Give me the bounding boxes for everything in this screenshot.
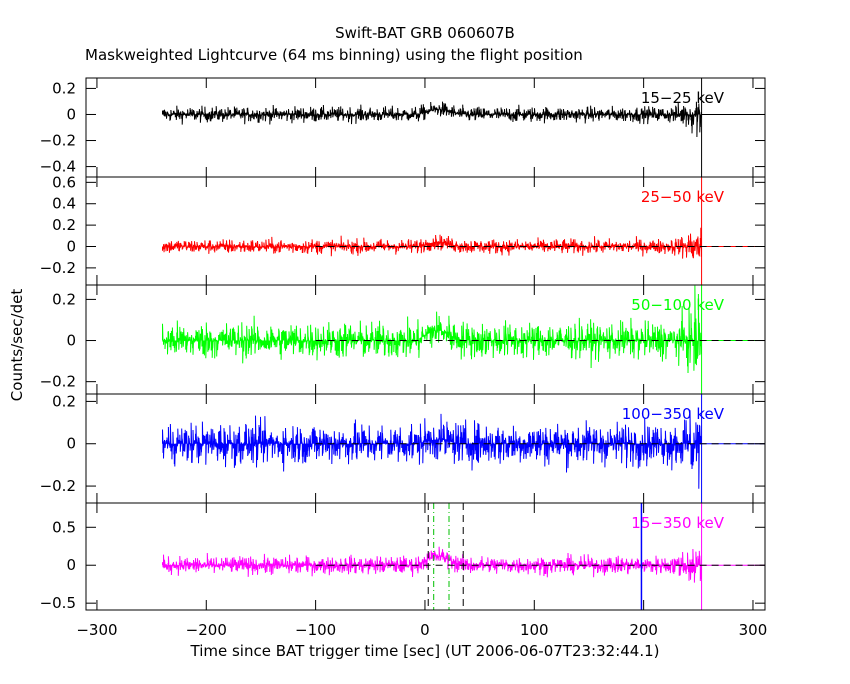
y-tick-label: 0.5 [52, 518, 76, 536]
y-tick-label: 0 [66, 332, 76, 350]
x-tick-label: 0 [420, 621, 430, 639]
y-tick-label: 0 [66, 435, 76, 453]
y-tick-label: −0.2 [40, 259, 76, 277]
x-axis-label: Time since BAT trigger time [sec] (UT 20… [190, 642, 660, 660]
y-tick-label: −0.4 [40, 158, 76, 176]
y-tick-label: 0.4 [52, 195, 76, 213]
y-tick-label: 0.2 [52, 216, 76, 234]
chart-title: Swift-BAT GRB 060607B [335, 24, 515, 42]
series-label: 15−25 keV [641, 89, 725, 107]
y-axis-label: Counts/sec/det [8, 289, 26, 402]
y-tick-label: −0.2 [40, 132, 76, 150]
y-tick-label: 0.6 [52, 173, 76, 191]
x-tick-label: −300 [76, 621, 117, 639]
series-trace-1 [162, 227, 765, 259]
y-tick-label: 0 [66, 105, 76, 123]
y-tick-label: 0.2 [52, 392, 76, 410]
series-label: 15−350 keV [631, 514, 724, 532]
panel-frame-4 [85, 502, 766, 611]
series-trace-4 [162, 546, 765, 583]
chart-subtitle: Maskweighted Lightcurve (64 ms binning) … [85, 46, 583, 64]
x-tick-label: 200 [629, 621, 658, 639]
series-label: 25−50 keV [641, 188, 725, 206]
y-tick-label: 0 [66, 556, 76, 574]
x-tick-label: −100 [295, 621, 336, 639]
y-tick-label: 0.2 [52, 79, 76, 97]
y-tick-label: −0.2 [40, 373, 76, 391]
y-tick-label: 0 [66, 238, 76, 256]
x-tick-label: 100 [520, 621, 549, 639]
x-tick-label: 300 [739, 621, 768, 639]
series-trace-0 [162, 101, 765, 138]
y-tick-label: −0.5 [40, 594, 76, 612]
y-tick-label: 0.2 [52, 290, 76, 308]
y-tick-label: −0.2 [40, 477, 76, 495]
series-label: 50−100 keV [631, 296, 724, 314]
series-label: 100−350 keV [622, 405, 725, 423]
x-tick-label: −200 [186, 621, 227, 639]
